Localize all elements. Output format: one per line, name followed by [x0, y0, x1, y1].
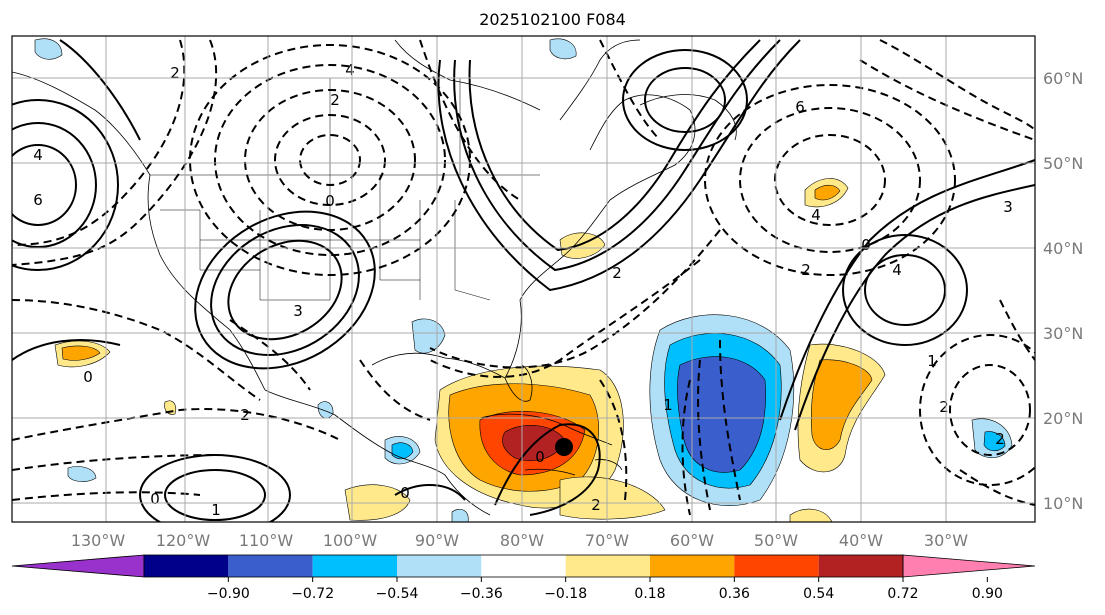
colorbar-tick-label: 0.18: [634, 586, 665, 602]
contour-labels: 2 4 6 0 2 3 0 4 2 6 4 2 0 3 2 1 0 2 1 0 …: [33, 61, 1013, 519]
colorbar-tick-label: −0.90: [207, 586, 250, 602]
negative-anomaly-centam-core: [391, 442, 414, 460]
grid-lines: [12, 36, 1035, 522]
longitude-labels: 130°W 120°W 110°W 100°W 90°W 80°W 70°W 6…: [71, 531, 968, 550]
contour-label: 6: [33, 191, 43, 209]
negative-anomaly-north: [549, 38, 577, 60]
colorbar-segment: [397, 555, 482, 577]
lon-label-80w: 80°W: [500, 531, 544, 550]
contour-label: 1: [927, 352, 937, 370]
negative-anomaly-nw: [34, 38, 63, 60]
colorbar-segment: [481, 555, 566, 577]
negative-anomaly-pacific-small: [67, 466, 97, 482]
contour-label: 2: [240, 406, 250, 424]
colorbar-frame: [143, 554, 904, 578]
storm-position-marker: [555, 438, 573, 456]
lon-label-130w: 130°W: [71, 531, 126, 550]
colorbar-segment: [228, 555, 313, 577]
latitude-labels: 60°N 50°N 40°N 30°N 20°N 10°N: [1043, 69, 1083, 513]
contour-label: 4: [811, 206, 821, 224]
colorbar-segment: [818, 555, 903, 577]
contour-label: 0: [535, 448, 545, 466]
map-panel: 2 4 6 0 2 3 0 4 2 6 4 2 0 3 2 1 0 2 1 0 …: [12, 36, 1035, 522]
lat-label-40n: 40°N: [1043, 239, 1083, 258]
contour-label: 2: [801, 261, 811, 279]
contour-label: 2: [995, 430, 1005, 448]
colorbar-tick-label: 0.36: [719, 586, 750, 602]
contour-label: 2: [591, 496, 601, 514]
lon-label-40w: 40°W: [839, 531, 883, 550]
contour-label: 1: [211, 501, 221, 519]
contour-label: 0: [83, 368, 93, 386]
contour-label: 0: [325, 192, 335, 210]
colorbar-tick-label: 0.90: [972, 586, 1003, 602]
contour-label: 2: [170, 64, 180, 82]
colorbar-segment: [734, 555, 819, 577]
negative-anomaly-small2: [451, 509, 469, 522]
contour-label: 6: [795, 98, 805, 116]
lat-label-20n: 20°N: [1043, 409, 1083, 428]
positive-anomaly-northatlantic-core: [814, 184, 841, 201]
colorbar-tick-label: −0.72: [291, 586, 334, 602]
contour-label: 2: [612, 264, 622, 282]
lat-label-30n: 30°N: [1043, 324, 1083, 343]
coastlines: [12, 39, 737, 516]
colorbar-extend-high: [902, 554, 1036, 578]
contour-label: 2: [939, 398, 949, 416]
contour-label: 3: [293, 302, 303, 320]
contour-label: 0: [150, 490, 160, 508]
contour-label: 0: [861, 236, 871, 254]
lon-label-50w: 50°W: [754, 531, 798, 550]
lon-label-90w: 90°W: [415, 531, 459, 550]
colorbar-tick-label: −0.18: [544, 586, 587, 602]
colorbar-segment: [144, 555, 229, 577]
contour-label: 1: [663, 396, 673, 414]
contour-label: 0: [400, 484, 410, 502]
colorbar-extend-low: [11, 554, 145, 578]
colorbar-tick-label: 0.72: [887, 586, 918, 602]
lon-label-60w: 60°W: [670, 531, 714, 550]
colorbar-tick-label: 0.54: [803, 586, 834, 602]
positive-anomaly-pacific-core: [61, 345, 101, 361]
lon-label-30w: 30°W: [924, 531, 968, 550]
lon-label-110w: 110°W: [239, 531, 294, 550]
contour-label: 4: [33, 146, 43, 164]
positive-anomaly-small2: [789, 508, 833, 522]
contour-label: 2: [330, 91, 340, 109]
lat-label-60n: 60°N: [1043, 69, 1083, 88]
lat-label-50n: 50°N: [1043, 154, 1083, 173]
colorbar-segment: [565, 555, 650, 577]
lon-label-100w: 100°W: [323, 531, 378, 550]
lon-label-120w: 120°W: [156, 531, 211, 550]
colorbar-segment: [650, 555, 735, 577]
colorbar: −0.90 −0.72 −0.54 −0.36 −0.18 0.18 0.36 0.54 0.7…: [11, 554, 1036, 602]
lon-label-70w: 70°W: [585, 531, 629, 550]
map-frame: [11, 35, 1036, 523]
positive-anomaly-southeast: [559, 476, 666, 520]
contour-label: 3: [1003, 198, 1013, 216]
negative-anomaly-east-core: [983, 431, 1006, 452]
colorbar-tick-label: −0.54: [376, 586, 419, 602]
colorbar-segment: [312, 555, 397, 577]
dashed-contours: [12, 39, 1035, 516]
map-title: 2025102100 F084: [479, 10, 626, 29]
lat-label-10n: 10°N: [1043, 494, 1083, 513]
contour-label: 4: [345, 61, 355, 79]
contour-label: 4: [892, 261, 902, 279]
positive-anomaly-midatlantic-core: [810, 359, 873, 450]
colorbar-tick-label: −0.36: [460, 586, 503, 602]
